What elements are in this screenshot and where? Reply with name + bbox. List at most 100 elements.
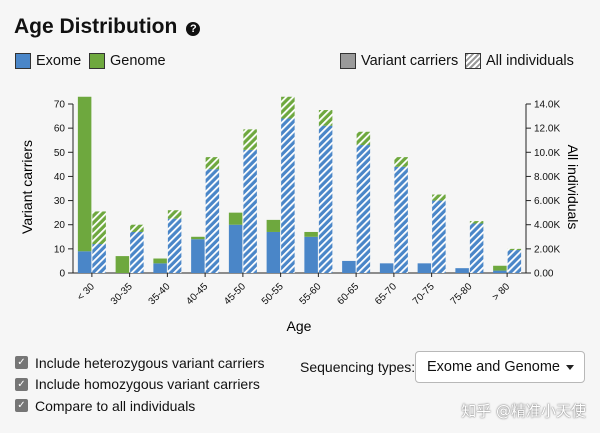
legend-variant-carriers: Variant carriers (340, 53, 458, 69)
bar-carriers-genome (304, 231, 318, 237)
bar-carriers-genome (266, 219, 281, 232)
y-tick-label-right: 6.00K (534, 196, 560, 207)
x-axis-label: Age (287, 318, 312, 334)
y-tick-label-right: 8.00K (534, 172, 560, 183)
legend-exome: Exome (15, 53, 81, 69)
y-tick-label-right: 10.0K (534, 148, 560, 159)
bar-carriers-exome (379, 263, 394, 273)
legend-all-individuals: All individuals (465, 53, 574, 69)
chart-bars (77, 96, 522, 273)
sequencing-types-select[interactable]: Exome and Genome (415, 351, 585, 383)
bar-carriers-exome (191, 239, 205, 273)
x-tick-label: 65-70 (373, 281, 399, 307)
help-icon[interactable]: ? (186, 21, 201, 36)
include-het-option[interactable]: ✓ Include heterozygous variant carriers (15, 352, 265, 374)
x-tick-label: 30-35 (109, 281, 135, 307)
bar-carriers-exome (493, 270, 507, 273)
y-tick-label-left: 20 (54, 220, 66, 231)
age-distribution-chart: 0 10 20 30 40 50 60 70 0.00 2.00K 4.00K 6.00K 8.00K 1… (19, 96, 581, 334)
y-tick-label-left: 10 (54, 244, 66, 255)
x-tick-label: < 30 (75, 281, 97, 303)
all-individuals-swatch (465, 53, 481, 69)
y-tick-label-left: 60 (54, 124, 66, 135)
bar-all-genome (243, 129, 257, 150)
bar-all-exome (167, 218, 182, 273)
bar-all-exome (432, 200, 446, 273)
watermark: 知乎 @精准小天使 (461, 402, 586, 420)
y-tick-label-left: 50 (54, 148, 66, 159)
y-tick-label-right: 0.00 (534, 269, 554, 280)
bar-all-exome (507, 250, 522, 273)
bar-all-genome (92, 211, 106, 245)
bar-carriers-exome (304, 236, 318, 273)
include-het-label: Include heterozygous variant carriers (35, 354, 265, 371)
bar-all-exome (281, 118, 295, 273)
y-tick-label-right: 14.0K (534, 100, 560, 111)
compare-all-option[interactable]: ✓ Compare to all individuals (15, 395, 265, 417)
bar-carriers-exome (417, 263, 432, 273)
bar-carriers-exome (266, 231, 281, 273)
x-tick-label: 60-65 (335, 281, 361, 307)
legend-genome: Genome (89, 53, 166, 69)
x-tick-label: 75-80 (449, 281, 475, 307)
bar-all-genome (356, 131, 371, 146)
bar-all-genome (130, 224, 144, 232)
title-row: Age Distribution ? (14, 12, 201, 42)
x-tick-label: 45-50 (222, 281, 248, 307)
genome-swatch (89, 53, 105, 69)
x-tick-label: 35-40 (147, 281, 173, 307)
bar-carriers-exome (153, 263, 167, 273)
bar-carriers-exome (228, 224, 243, 273)
y-tick-label-right: 12.0K (534, 124, 560, 135)
bar-all-genome (394, 157, 408, 167)
bar-all-exome (243, 149, 257, 273)
chart-axes: 0 10 20 30 40 50 60 70 0.00 2.00K 4.00K 6.00K 8.00K 1… (54, 100, 561, 308)
bar-carriers-genome (77, 96, 92, 252)
x-tick-label: > 80 (491, 281, 513, 303)
include-hom-label: Include homozygous variant carriers (35, 376, 260, 393)
bar-carriers-exome (342, 260, 356, 273)
legend-variant-carriers-label: Variant carriers (361, 53, 459, 69)
y-axis-label-right: All individuals (565, 145, 581, 230)
y-axis-label-left: Variant carriers (19, 140, 35, 234)
bar-carriers-genome (228, 212, 243, 225)
x-tick-label: 40-45 (184, 281, 210, 307)
include-het-checkbox[interactable]: ✓ (15, 356, 28, 370)
bar-all-genome (205, 157, 220, 170)
y-tick-label-left: 30 (54, 196, 66, 207)
y-tick-label-left: 0 (59, 269, 65, 280)
x-tick-label: 70-75 (411, 281, 437, 307)
y-tick-label-right: 2.00K (534, 244, 560, 255)
bar-all-exome (130, 231, 144, 273)
bar-carriers-genome (191, 236, 205, 240)
legend-all-individuals-label: All individuals (486, 53, 574, 69)
options-list: ✓ Include heterozygous variant carriers … (15, 352, 265, 417)
bar-all-genome (318, 110, 333, 126)
bar-all-genome (167, 210, 182, 219)
bar-carriers-genome (153, 258, 167, 264)
exome-swatch (15, 53, 31, 69)
bar-all-exome (394, 166, 408, 273)
bar-all-genome (469, 221, 484, 224)
sequencing-types-value: Exome and Genome (427, 359, 560, 375)
bar-all-genome (432, 194, 446, 201)
compare-all-checkbox[interactable]: ✓ (15, 399, 28, 413)
include-hom-checkbox[interactable]: ✓ (15, 377, 28, 391)
variant-carriers-swatch (340, 53, 356, 69)
bar-all-genome (507, 248, 522, 251)
x-tick-label: 55-60 (298, 281, 324, 307)
chevron-down-icon (566, 365, 574, 370)
bar-all-exome (205, 169, 220, 273)
y-tick-label-left: 70 (54, 100, 66, 111)
bar-all-exome (356, 145, 371, 273)
include-hom-option[interactable]: ✓ Include homozygous variant carriers (15, 374, 265, 396)
bar-carriers-exome (455, 268, 469, 273)
sequencing-types-label: Sequencing types: (300, 359, 416, 375)
x-tick-label: 50-55 (260, 281, 286, 307)
bar-carriers-exome (77, 251, 92, 273)
legend-exome-label: Exome (36, 53, 82, 69)
compare-all-label: Compare to all individuals (35, 397, 196, 414)
bar-carriers-genome (493, 265, 507, 271)
bar-carriers-genome (115, 256, 130, 273)
bar-all-exome (469, 223, 484, 273)
